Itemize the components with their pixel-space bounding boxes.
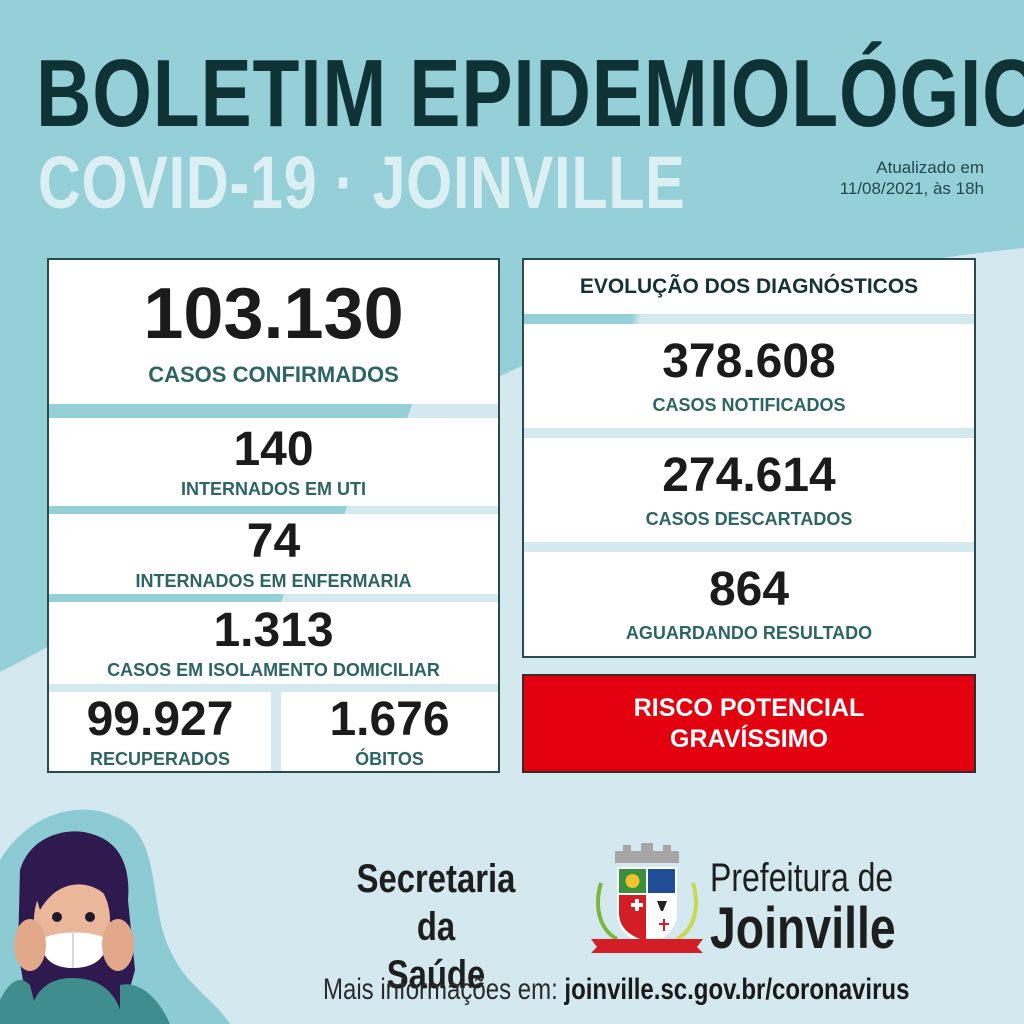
cases-panel: 103.130 CASOS CONFIRMADOS 140 INTERNADOS… xyxy=(47,258,500,773)
recovered-value: 99.927 xyxy=(86,692,234,746)
separator xyxy=(524,428,974,438)
diagnostics-panel: EVOLUÇÃO DOS DIAGNÓSTICOS 378.608 CASOS … xyxy=(522,258,976,658)
vertical-separator xyxy=(271,692,281,771)
secretaria-line2: Saúde xyxy=(386,953,486,997)
separator xyxy=(524,314,974,324)
icu-label: INTERNADOS EM UTI xyxy=(180,479,366,499)
secretaria-logo-text: Secretaria da Saúde xyxy=(343,855,530,999)
stat-discarded: 274.614 CASOS DESCARTADOS xyxy=(524,438,974,542)
deaths-value: 1.676 xyxy=(329,692,450,746)
diagnostics-heading: EVOLUÇÃO DOS DIAGNÓSTICOS xyxy=(579,275,919,298)
pending-label: AGUARDANDO RESULTADO xyxy=(625,623,873,643)
page-title: BOLETIM EPIDEMIOLÓGICO xyxy=(36,40,1024,147)
more-info-label: Mais informações em: xyxy=(323,973,558,1006)
confirmed-label: CASOS CONFIRMADOS xyxy=(148,362,399,387)
stat-notified: 378.608 CASOS NOTIFICADOS xyxy=(524,324,974,428)
secretaria-line1: Secretaria da xyxy=(356,857,516,949)
home-isolation-label: CASOS EM ISOLAMENTO DOMICILIAR xyxy=(107,660,440,680)
stat-recovered: 99.927 RECUPERADOS xyxy=(49,692,271,771)
separator xyxy=(49,684,498,692)
risk-line1: RISCO POTENCIAL xyxy=(633,693,865,722)
stat-icu: 140 INTERNADOS EM UTI xyxy=(49,418,498,506)
joinville-coat-of-arms-icon xyxy=(591,843,703,953)
updated-date: 11/08/2021, às 18h xyxy=(839,179,984,198)
stat-ward: 74 INTERNADOS EM ENFERMARIA xyxy=(49,514,498,594)
ward-label: INTERNADOS EM ENFERMARIA xyxy=(135,571,412,591)
discarded-value: 274.614 xyxy=(662,449,836,502)
more-info-url[interactable]: joinville.sc.gov.br/coronavirus xyxy=(564,973,910,1006)
recovered-label: RECUPERADOS xyxy=(89,748,231,769)
prefeitura-logo-text: Prefeitura de Joinville xyxy=(710,858,942,958)
separator xyxy=(524,542,974,552)
stat-home-isolation: 1.313 CASOS EM ISOLAMENTO DOMICILIAR xyxy=(49,602,498,684)
updated-label: Atualizado em xyxy=(876,158,984,177)
deaths-label: ÓBITOS xyxy=(355,748,424,769)
stat-confirmed: 103.130 CASOS CONFIRMADOS xyxy=(49,260,498,404)
risk-level-badge: RISCO POTENCIAL GRAVÍSSIMO xyxy=(522,674,976,773)
separator xyxy=(49,404,498,418)
pending-value: 864 xyxy=(708,563,790,616)
updated-timestamp: Atualizado em 11/08/2021, às 18h xyxy=(840,157,984,199)
stat-deaths: 1.676 ÓBITOS xyxy=(281,692,498,771)
home-isolation-value: 1.313 xyxy=(213,604,334,657)
icu-value: 140 xyxy=(233,423,314,476)
ward-value: 74 xyxy=(246,515,301,568)
mask-girl-illustration xyxy=(0,809,230,1024)
separator xyxy=(49,506,498,514)
more-info-line: Mais informações em: joinville.sc.gov.br… xyxy=(323,973,909,1007)
page-subtitle: COVID-19 · JOINVILLE xyxy=(38,141,686,224)
prefeitura-line1: Prefeitura de xyxy=(710,856,894,900)
confirmed-value: 103.130 xyxy=(143,274,404,354)
diagnostics-heading-row: EVOLUÇÃO DOS DIAGNÓSTICOS xyxy=(524,260,974,314)
discarded-label: CASOS DESCARTADOS xyxy=(645,509,853,529)
separator xyxy=(49,594,498,602)
risk-line2: GRAVÍSSIMO xyxy=(670,724,828,753)
notified-value: 378.608 xyxy=(662,335,836,388)
stat-pending: 864 AGUARDANDO RESULTADO xyxy=(524,552,974,656)
prefeitura-line2: Joinville xyxy=(710,896,896,961)
notified-label: CASOS NOTIFICADOS xyxy=(652,395,846,415)
